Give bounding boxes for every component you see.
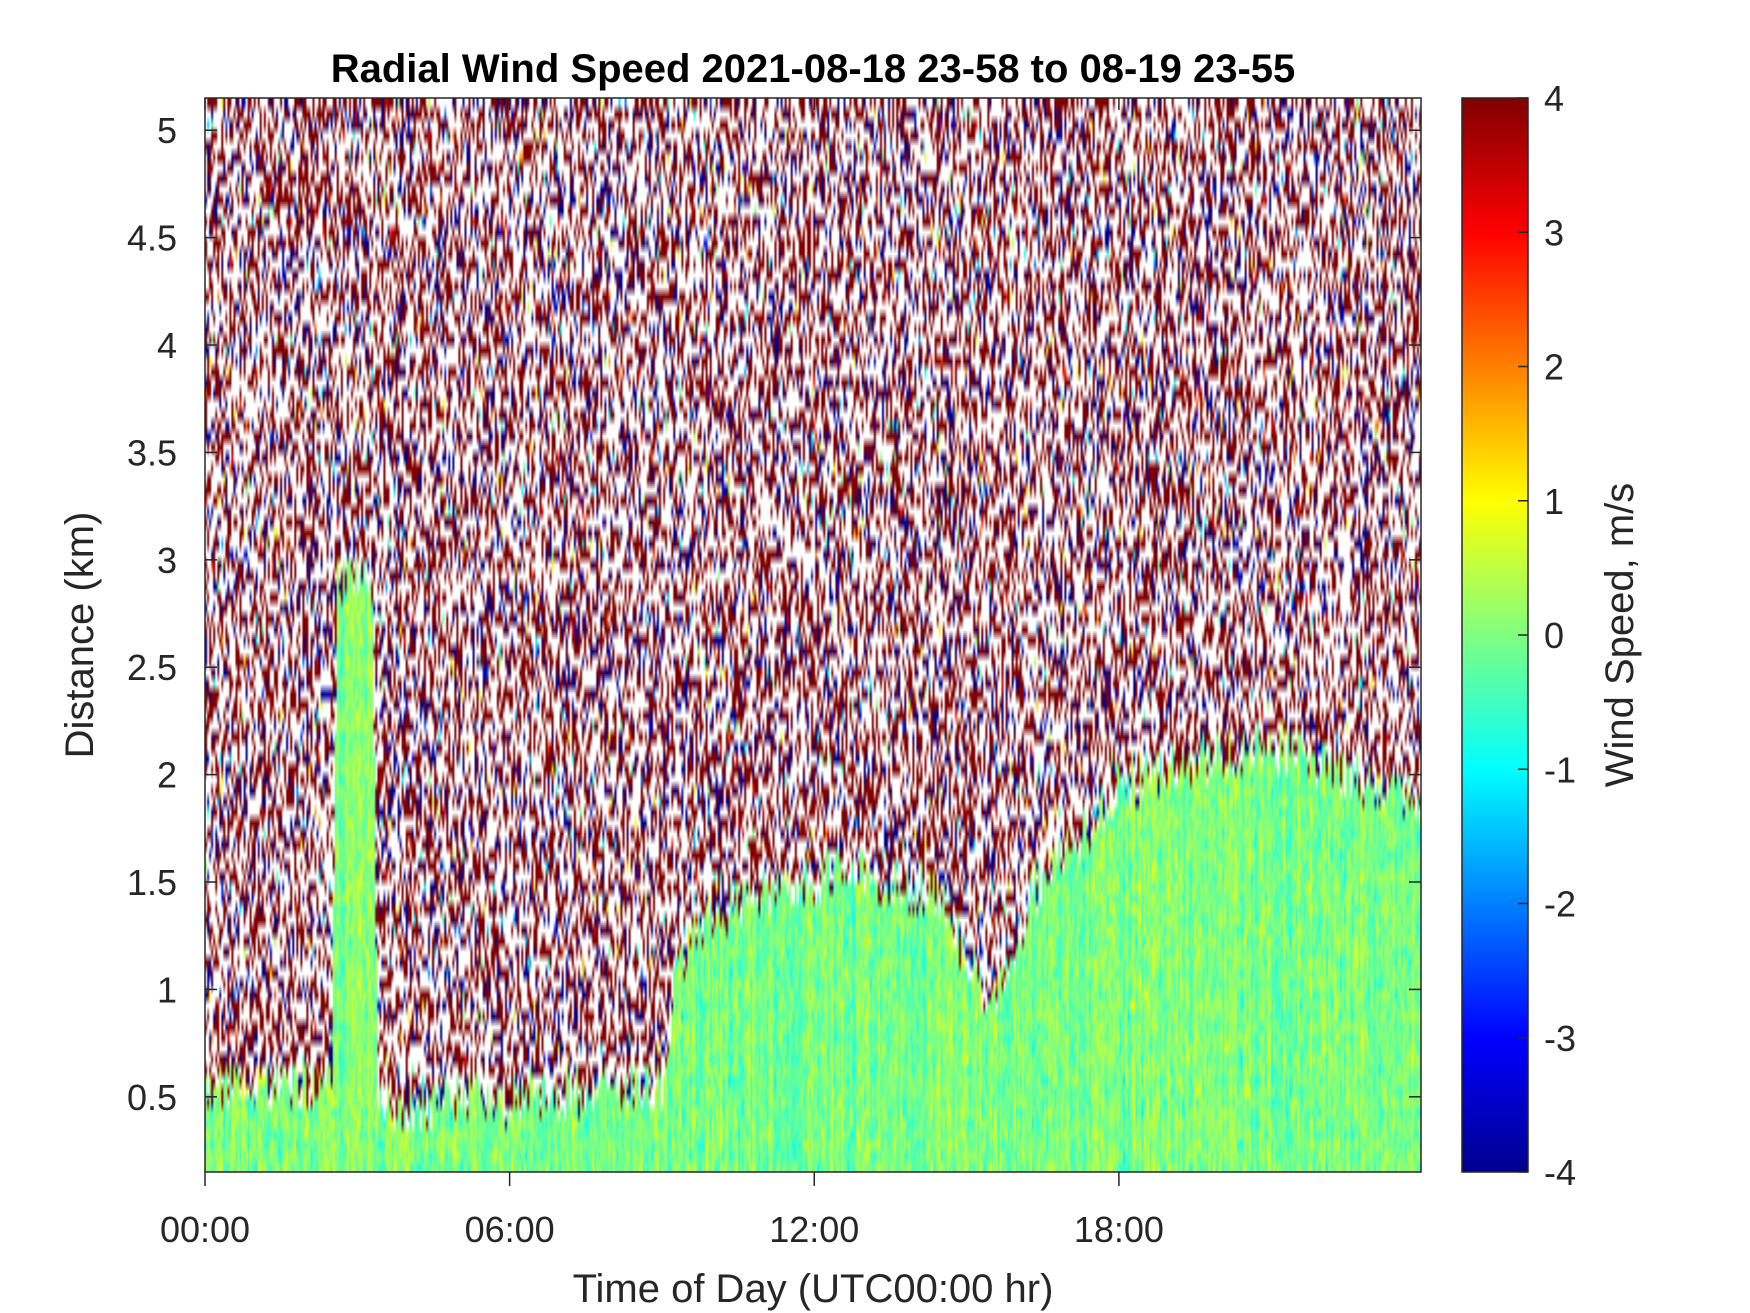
y-tick-label: 3.5 [127,432,177,473]
colorbar-label: Wind Speed, m/s [1598,483,1642,788]
y-tick-label: 3 [157,540,177,581]
x-tick-label: 00:00 [160,1209,250,1250]
colorbar-tick-label: 0 [1544,615,1564,656]
colorbar-tick-label: -1 [1544,749,1576,790]
colorbar-tick-label: 3 [1544,212,1564,253]
y-tick-label: 2.5 [127,647,177,688]
y-tick-label: 1.5 [127,862,177,903]
colorbar-tick-label: -4 [1544,1152,1576,1193]
colorbar-tick-label: -2 [1544,884,1576,925]
colorbar: 4 3 2 1 0 -1 -2 -3 -4 Wind Speed, m/s [1461,78,1642,1193]
y-axis-label: Distance (km) [58,512,102,759]
x-axis-label: Time of Day (UTC00:00 hr) [573,1267,1054,1311]
y-tick-label: 0.5 [127,1077,177,1118]
x-tick-label: 06:00 [465,1209,555,1250]
colorbar-tick-label: 2 [1544,347,1564,388]
y-tick-label: 2 [157,755,177,796]
y-tick-label: 4 [157,325,177,366]
colorbar-gradient [1461,97,1529,1173]
y-axis: 0.5 1 1.5 2 2.5 3 3.5 4 4.5 5 [127,110,1421,1118]
colorbar-ticks: 4 3 2 1 0 -1 -2 -3 -4 [1518,78,1576,1193]
chart-title: Radial Wind Speed 2021-08-18 23-58 to 08… [331,47,1296,91]
heatmap-image [205,98,1421,1172]
plot-frame [204,97,1422,1173]
y-tick-label: 5 [157,110,177,151]
x-tick-label: 18:00 [1074,1209,1164,1250]
x-tick-label: 12:00 [769,1209,859,1250]
y-tick-label: 1 [157,969,177,1010]
plot-area [205,98,1421,1172]
colorbar-tick-label: -3 [1544,1018,1576,1059]
y-tick-label: 4.5 [127,218,177,259]
x-axis: 00:00 06:00 12:00 18:00 [160,98,1164,1250]
colorbar-tick-label: 4 [1544,78,1564,119]
colorbar-tick-label: 1 [1544,481,1564,522]
